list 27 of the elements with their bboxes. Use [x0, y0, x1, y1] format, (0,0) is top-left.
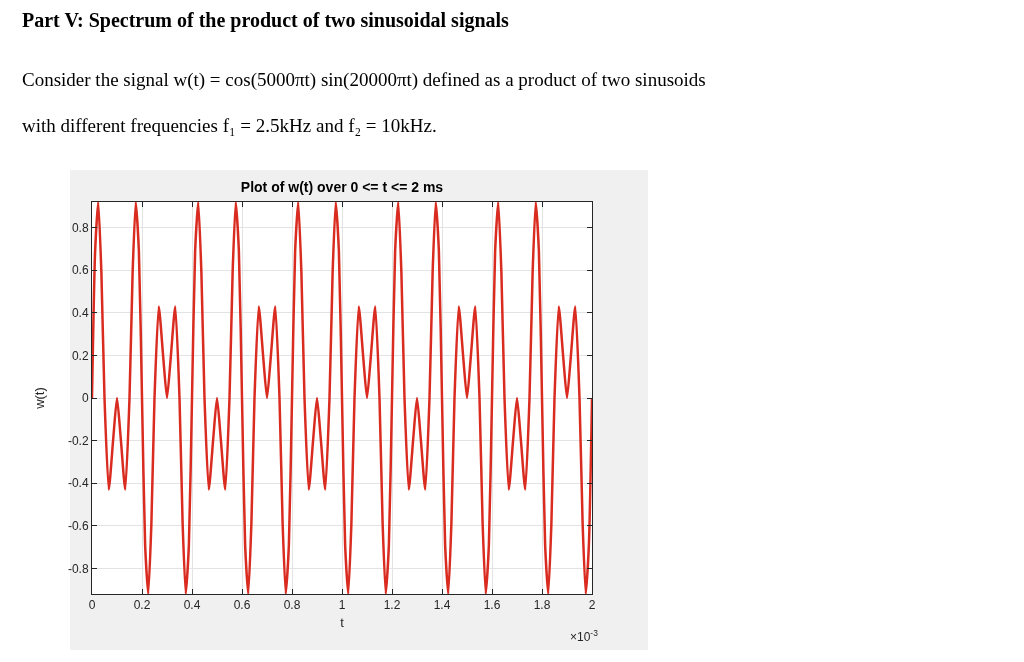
y-tick-label: 0.2 — [71, 348, 89, 363]
text: Consider the signal w(t) = cos(5000πt) sin(20000πt) defined as a product of two sinusoids — [22, 69, 706, 91]
line-series — [92, 202, 592, 594]
y-tick-label: -0.2 — [67, 433, 89, 448]
text: Part V: Spectrum of the product of two sinusoidal signals — [22, 9, 510, 32]
y-tick-label: 0.8 — [71, 220, 89, 235]
x-tick-label: 1.4 — [433, 598, 451, 613]
x-tick-label: 0.4 — [183, 598, 201, 613]
x-tick-label: 0.6 — [233, 598, 251, 613]
y-tick-label: -0.6 — [67, 519, 89, 534]
x-tick-label: 1.2 — [383, 598, 401, 613]
x-tick-label: 1.8 — [533, 598, 551, 613]
y-tick-label: 0 — [81, 391, 89, 406]
y-tick-label: 0.6 — [71, 263, 89, 278]
x-tick-label: 0.8 — [283, 598, 301, 613]
x-tick-label: 0.2 — [133, 598, 151, 613]
x-tick-label: 1 — [338, 598, 346, 613]
y-tick-label: -0.8 — [67, 561, 89, 576]
text: ×10$^{-3}$ — [570, 628, 599, 645]
y-tick-label: -0.4 — [67, 476, 89, 491]
y-axis-title: w(t) — [31, 387, 47, 410]
x-tick-label: 1.6 — [483, 598, 501, 613]
chart-title: Plot of w(t) over 0 <= t <= 2 ms — [240, 178, 444, 195]
y-tick-label: 0.4 — [71, 305, 89, 320]
x-axis-title: t — [340, 615, 345, 630]
x-tick-label: 2 — [588, 598, 596, 613]
text: with different frequencies f₁ = 2.5kHz and f₂ = 10kHz. — [22, 115, 437, 136]
